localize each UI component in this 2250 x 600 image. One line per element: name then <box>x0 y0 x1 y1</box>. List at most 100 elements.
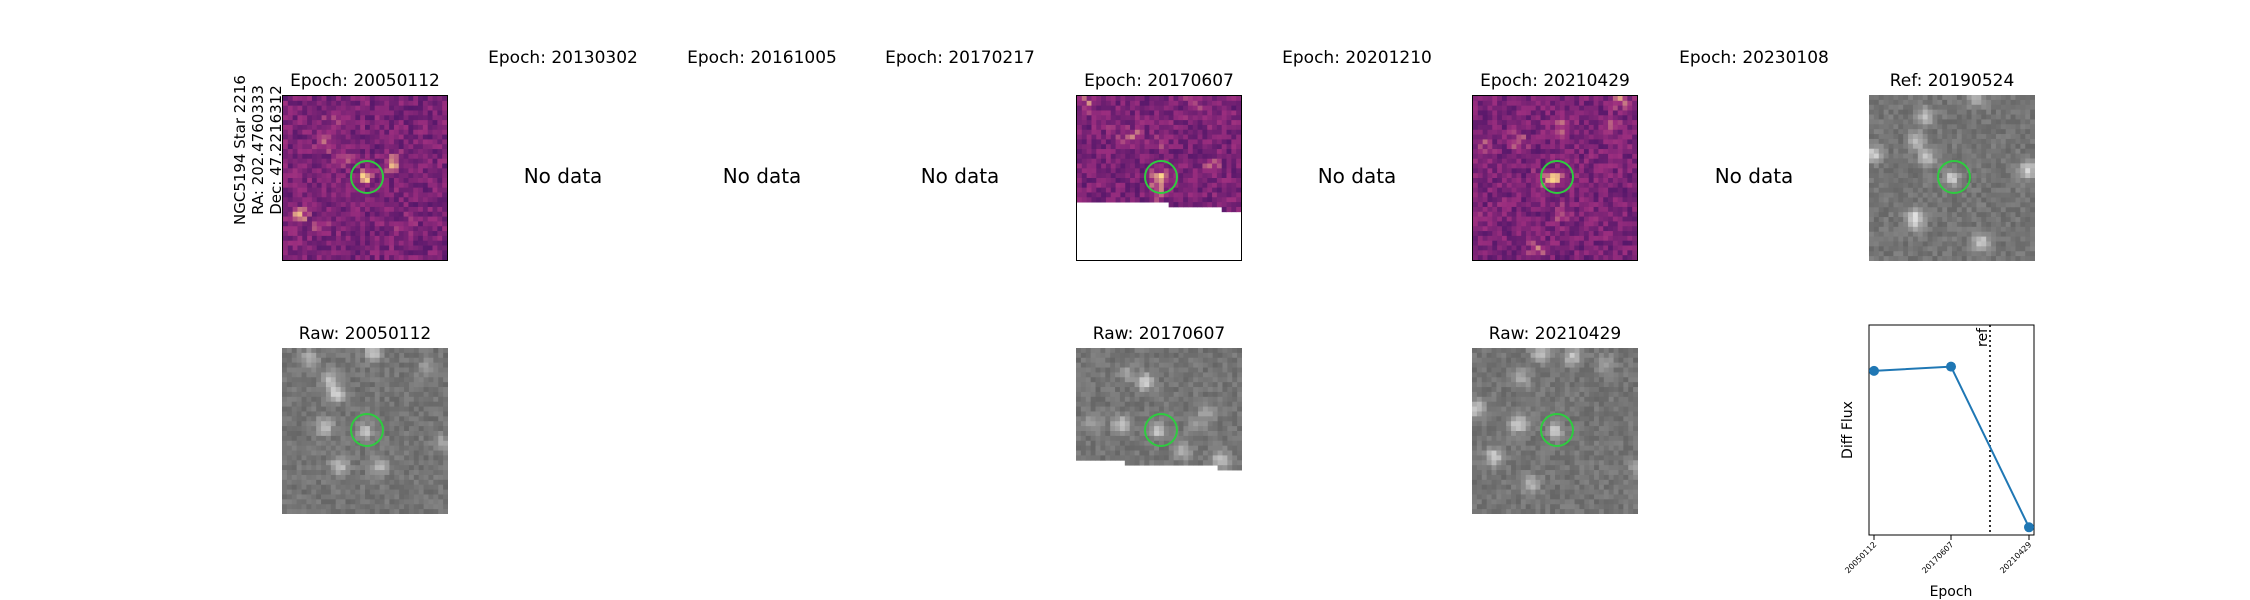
pixel <box>1574 250 1580 256</box>
pixel <box>1173 120 1179 126</box>
pixel <box>374 426 381 432</box>
pixel <box>1991 231 1997 237</box>
pixel <box>311 391 317 398</box>
pixel <box>1956 99 1963 106</box>
pixel <box>1917 202 1924 208</box>
pixel <box>1917 119 1924 125</box>
pixel <box>398 245 404 251</box>
pixel <box>1530 255 1537 260</box>
pixel <box>1526 250 1532 256</box>
pixel <box>1908 134 1914 140</box>
pixel <box>443 357 448 364</box>
pixel <box>1622 192 1628 198</box>
pixel <box>301 431 307 437</box>
pixel <box>413 235 419 242</box>
pixel <box>1873 168 1880 174</box>
pixel <box>1583 226 1590 232</box>
pixel <box>1632 168 1637 174</box>
pixel <box>1212 100 1218 107</box>
pixel <box>311 211 318 217</box>
pixel <box>360 435 366 442</box>
pixel <box>1086 173 1092 179</box>
pixel <box>1521 192 1527 198</box>
pixel <box>1540 163 1546 169</box>
pixel <box>2030 256 2035 261</box>
pixel <box>1612 202 1619 208</box>
pixel <box>1608 110 1614 116</box>
pixel <box>1869 226 1875 233</box>
pixel <box>437 235 443 242</box>
pixel <box>306 391 312 398</box>
pixel <box>1492 178 1498 184</box>
pixel <box>1482 173 1488 179</box>
pixel <box>1101 110 1107 116</box>
pixel <box>1226 139 1232 145</box>
pixel <box>1888 178 1894 184</box>
pixel <box>1216 202 1223 208</box>
pixel <box>336 211 342 217</box>
pixel <box>1535 149 1541 155</box>
pixel <box>1569 226 1575 232</box>
pixel <box>2030 246 2035 252</box>
pixel <box>379 387 385 393</box>
pixel <box>1096 192 1102 198</box>
pixel <box>1134 192 1141 198</box>
pixel <box>307 206 313 213</box>
pixel <box>1952 197 1958 203</box>
pixel <box>1922 207 1928 213</box>
pixel <box>399 377 405 383</box>
pixel <box>1927 95 1933 101</box>
pixel <box>307 240 313 246</box>
pixel <box>437 245 443 251</box>
pixel <box>360 416 366 422</box>
pixel <box>1226 158 1232 164</box>
pixel <box>398 255 404 260</box>
pixel <box>438 440 444 447</box>
pixel <box>408 440 415 447</box>
pixel <box>287 178 294 184</box>
pixel <box>1617 245 1623 251</box>
pixel <box>408 445 415 451</box>
pixel <box>432 202 438 208</box>
pixel <box>345 362 351 368</box>
pixel <box>1154 110 1160 116</box>
pixel <box>1956 246 1963 252</box>
pixel <box>1608 231 1614 237</box>
pixel <box>2015 168 2021 174</box>
pixel <box>1511 221 1517 227</box>
pixel <box>1501 163 1508 169</box>
pixel <box>1473 163 1479 169</box>
pixel <box>1120 187 1126 193</box>
pixel <box>374 226 380 232</box>
pixel <box>1487 178 1493 184</box>
pixel <box>369 120 376 126</box>
pixel <box>437 124 443 131</box>
pixel <box>1632 158 1637 164</box>
diff-stamp-5 <box>1076 95 1242 261</box>
pixel <box>1207 158 1213 164</box>
pixel <box>350 450 356 456</box>
pixel <box>331 178 337 184</box>
pixel <box>394 440 400 447</box>
pixel <box>1981 173 1987 179</box>
pixel <box>1492 168 1498 174</box>
pixel <box>292 255 298 260</box>
pixel <box>1231 134 1237 140</box>
pixel <box>307 216 313 222</box>
pixel <box>1473 231 1479 237</box>
pixel <box>311 255 318 260</box>
pixel <box>1966 138 1972 145</box>
pixel <box>1178 134 1184 140</box>
pixel <box>398 231 404 237</box>
pixel <box>1139 115 1145 121</box>
pixel <box>1873 148 1880 154</box>
pixel <box>1961 95 1968 101</box>
pixel <box>1526 255 1532 260</box>
pixel <box>1081 187 1088 193</box>
pixel <box>360 211 366 217</box>
pixel <box>1497 163 1503 169</box>
pixel <box>1956 207 1963 213</box>
pixel <box>1212 149 1218 155</box>
pixel <box>422 124 429 131</box>
pixel <box>1569 187 1575 193</box>
